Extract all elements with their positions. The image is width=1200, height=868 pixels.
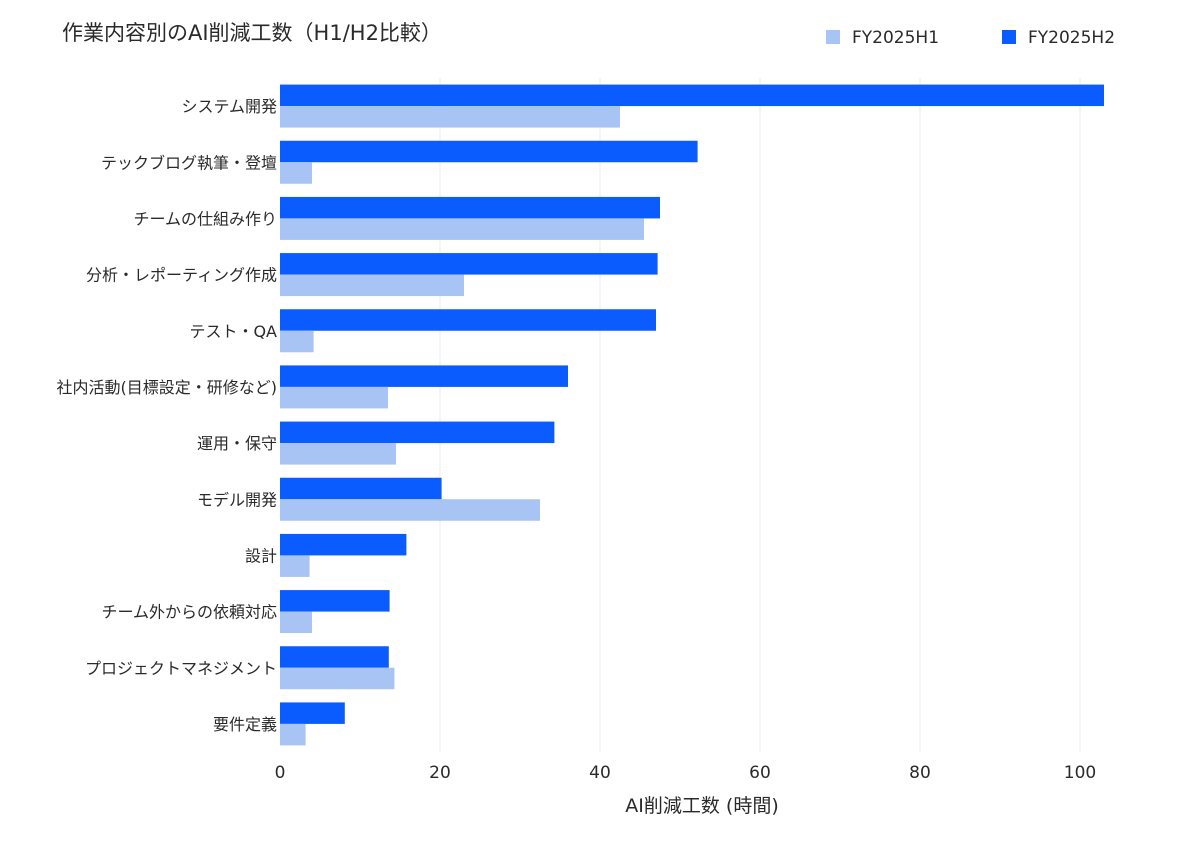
- category-label: 要件定義: [213, 715, 277, 734]
- category-label: モデル開発: [197, 490, 277, 509]
- gridlines: [439, 78, 1081, 752]
- bar-h1[interactable]: [280, 499, 540, 521]
- category-label: チームの仕組み作り: [133, 209, 277, 228]
- x-tick-label: 100: [1064, 763, 1096, 783]
- category-label: テックブログ執筆・登壇: [101, 153, 277, 172]
- bar-h2[interactable]: [280, 533, 407, 556]
- bar-h1[interactable]: [280, 386, 388, 409]
- chart-title: 作業内容別のAI削減工数（H1/H2比較）: [62, 21, 442, 45]
- legend-label[interactable]: FY2025H2: [1028, 28, 1115, 48]
- bar-h1[interactable]: [280, 106, 620, 128]
- x-axis-title: AI削減工数 (時間): [625, 795, 778, 817]
- x-tick-label: 60: [749, 763, 771, 783]
- bar-h2[interactable]: [280, 702, 345, 724]
- bars: [280, 84, 1104, 746]
- bar-h2[interactable]: [280, 140, 698, 163]
- legend[interactable]: FY2025H1 FY2025H2: [826, 28, 1115, 48]
- bar-h1[interactable]: [280, 218, 644, 240]
- bar-h2[interactable]: [280, 84, 1104, 107]
- category-label: 設計: [245, 546, 277, 565]
- category-label: システム開発: [181, 97, 277, 116]
- x-tick-label: 80: [909, 763, 931, 783]
- bar-h2[interactable]: [280, 309, 656, 331]
- bar-h1[interactable]: [280, 162, 312, 184]
- bar-h2[interactable]: [280, 590, 390, 612]
- category-label: テスト・QA: [189, 322, 277, 341]
- bar-h1[interactable]: [280, 443, 396, 465]
- x-tick-labels: 0 20 40 60 80 100: [275, 763, 1097, 783]
- category-label: チーム外からの依頼対応: [101, 603, 277, 622]
- bar-h1[interactable]: [280, 274, 464, 297]
- category-labels: システム開発テックブログ執筆・登壇チームの仕組み作り分析・レポーティング作成テス…: [57, 97, 278, 734]
- x-tick-label: 20: [429, 763, 451, 783]
- bar-h2[interactable]: [280, 196, 660, 219]
- x-tick-label: 40: [589, 763, 611, 783]
- category-label: 分析・レポーティング作成: [86, 266, 277, 285]
- legend-swatch[interactable]: [826, 30, 840, 44]
- bar-h2[interactable]: [280, 421, 555, 444]
- bar-h2[interactable]: [280, 365, 568, 387]
- bar-h1[interactable]: [280, 555, 310, 577]
- category-label: プロジェクトマネジメント: [85, 659, 277, 678]
- bar-h1[interactable]: [280, 611, 312, 634]
- bar-h2[interactable]: [280, 646, 389, 668]
- legend-label[interactable]: FY2025H1: [852, 28, 939, 48]
- category-label: 運用・保守: [197, 434, 277, 453]
- bar-h2[interactable]: [280, 477, 442, 500]
- legend-swatch[interactable]: [1002, 30, 1016, 44]
- bar-h1[interactable]: [280, 723, 306, 746]
- bar-h1[interactable]: [280, 330, 314, 353]
- category-label: 社内活動(目標設定・研修など): [57, 378, 278, 397]
- x-tick-label: 0: [275, 763, 286, 783]
- bar-h2[interactable]: [280, 253, 658, 275]
- bar-h1[interactable]: [280, 667, 395, 690]
